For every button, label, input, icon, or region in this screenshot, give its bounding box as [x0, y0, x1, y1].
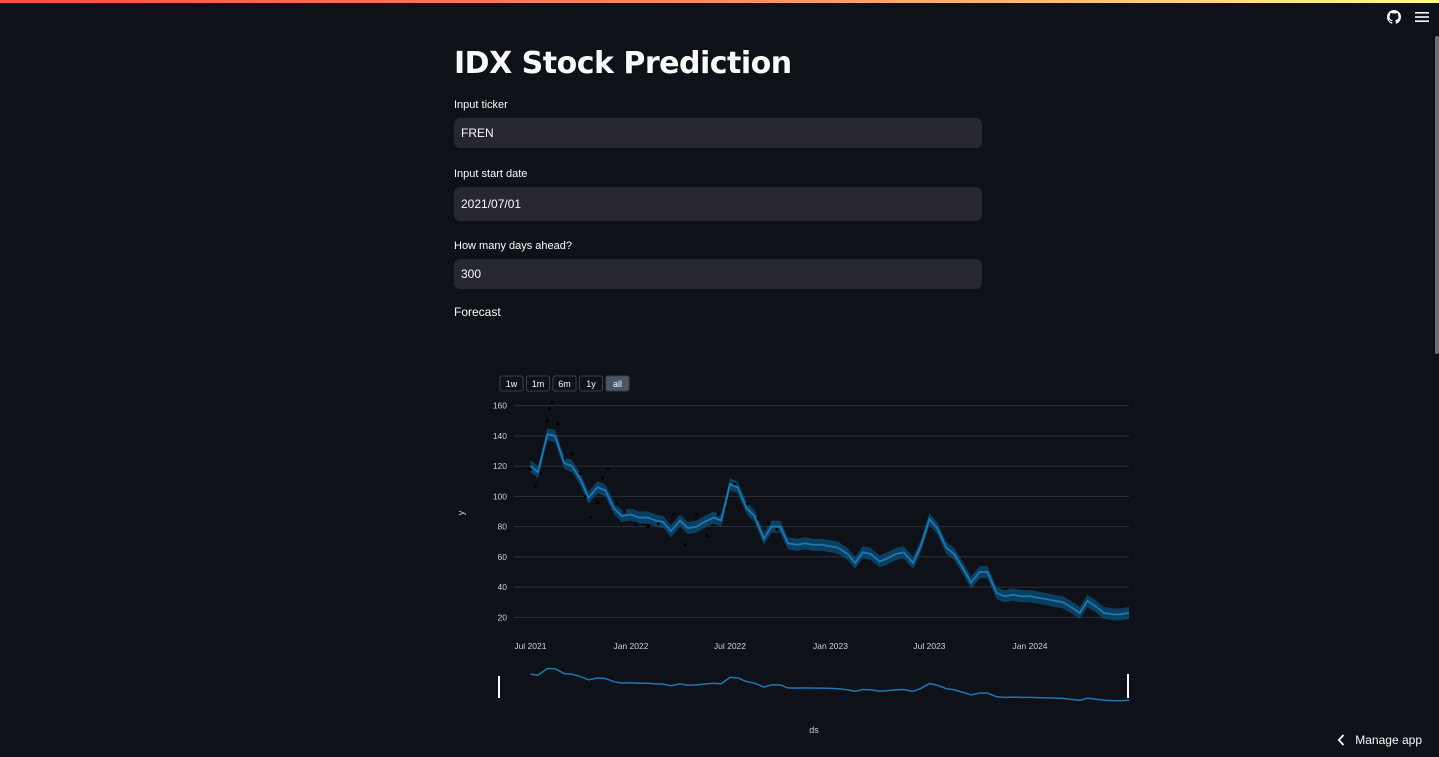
actual-data-point — [646, 525, 650, 529]
forecast-line — [529, 433, 1130, 616]
actual-data-point — [533, 484, 537, 488]
uncertainty-band — [530, 428, 1129, 621]
manage-app-label: Manage app — [1355, 733, 1422, 747]
actual-data-point — [545, 419, 549, 423]
y-tick-label: 120 — [493, 461, 507, 471]
actual-data-point — [656, 521, 660, 526]
range-button-label: 1y — [586, 379, 596, 389]
range-button-label: 6m — [558, 379, 571, 389]
actual-data-point — [683, 543, 687, 547]
chevron-left-icon — [1337, 734, 1345, 746]
forecast-chart[interactable]: 1w 1m 6m 1y all 20 40 60 80 100 120 140 160 Jul 2021 J… — [454, 360, 1144, 750]
range-button-all[interactable]: all — [605, 375, 630, 392]
range-button-1y[interactable]: 1y — [579, 375, 603, 392]
actual-data-point — [606, 467, 610, 471]
github-icon[interactable] — [1387, 10, 1401, 24]
actual-data-point — [539, 472, 543, 476]
y-axis-label: y — [456, 510, 466, 515]
range-slider-line — [530, 667, 1130, 702]
actual-data-point — [550, 400, 554, 405]
y-tick-label: 160 — [493, 401, 507, 411]
y-tick-label: 20 — [498, 612, 508, 622]
range-button-6m[interactable]: 6m — [552, 375, 577, 392]
actual-data-point — [694, 512, 699, 517]
y-tick-label: 80 — [498, 522, 508, 532]
actual-data-point — [622, 509, 627, 514]
actual-data-point — [579, 472, 583, 476]
actual-data-point — [570, 452, 574, 456]
actual-data-point — [716, 512, 721, 517]
range-button-label: 1w — [506, 379, 518, 389]
y-tick-label: 40 — [498, 582, 508, 592]
start-date-input[interactable] — [454, 187, 982, 221]
range-slider-bg[interactable] — [499, 654, 1129, 707]
actual-data-point — [589, 515, 593, 520]
page-title: IDX Stock Prediction — [454, 46, 792, 81]
x-tick-label: Jul 2023 — [913, 641, 945, 651]
actual-data-point — [634, 521, 638, 526]
x-tick-label: Jul 2021 — [514, 641, 546, 651]
range-button-1w[interactable]: 1w — [499, 375, 524, 392]
range-slider-handle-left[interactable] — [498, 676, 500, 698]
actual-data-point — [705, 534, 709, 538]
x-axis-label: ds — [809, 725, 819, 735]
actual-data-point — [528, 467, 532, 471]
forecast-label: Forecast — [454, 305, 501, 319]
range-button-bg — [526, 375, 550, 392]
range-button-bg — [605, 375, 630, 392]
page-scrollbar[interactable] — [1435, 36, 1439, 354]
x-tick-label: Jan 2022 — [613, 641, 648, 651]
x-tick-label: Jan 2024 — [1013, 641, 1048, 651]
y-tick-label: 60 — [498, 552, 508, 562]
y-tick-label: 100 — [493, 491, 507, 501]
actual-data-point — [767, 521, 771, 526]
range-button-1m[interactable]: 1m — [526, 375, 550, 392]
start-date-label: Input start date — [454, 168, 528, 180]
hamburger-menu-icon[interactable] — [1415, 11, 1429, 23]
x-tick-label: Jan 2023 — [813, 641, 848, 651]
days-ahead-label: How many days ahead? — [454, 240, 573, 252]
range-slider-handle-right[interactable] — [1127, 674, 1129, 698]
x-tick-label: Jul 2022 — [714, 641, 746, 651]
ticker-label: Input ticker — [454, 99, 508, 111]
actual-data-point — [556, 422, 560, 426]
main-content: IDX Stock Prediction Input ticker Input … — [454, 40, 982, 319]
ticker-input[interactable] — [454, 118, 982, 148]
actual-data-point — [725, 506, 729, 511]
range-button-label: 1m — [532, 379, 545, 389]
header-toolbar — [1387, 10, 1429, 24]
days-ahead-input[interactable] — [454, 259, 982, 289]
accent-decoration-bar — [0, 0, 1439, 3]
actual-data-point — [596, 500, 600, 505]
actual-data-point — [547, 406, 552, 411]
range-button-bg — [499, 375, 524, 392]
range-button-bg — [579, 375, 603, 392]
actual-data-point — [614, 502, 618, 506]
range-button-label: all — [613, 379, 622, 389]
actual-data-point — [775, 528, 779, 532]
actual-data-point — [672, 512, 676, 517]
actual-data-point — [600, 476, 605, 480]
manage-app-button[interactable]: Manage app — [1337, 733, 1422, 747]
range-button-bg — [552, 375, 577, 392]
y-tick-label: 140 — [493, 431, 507, 441]
